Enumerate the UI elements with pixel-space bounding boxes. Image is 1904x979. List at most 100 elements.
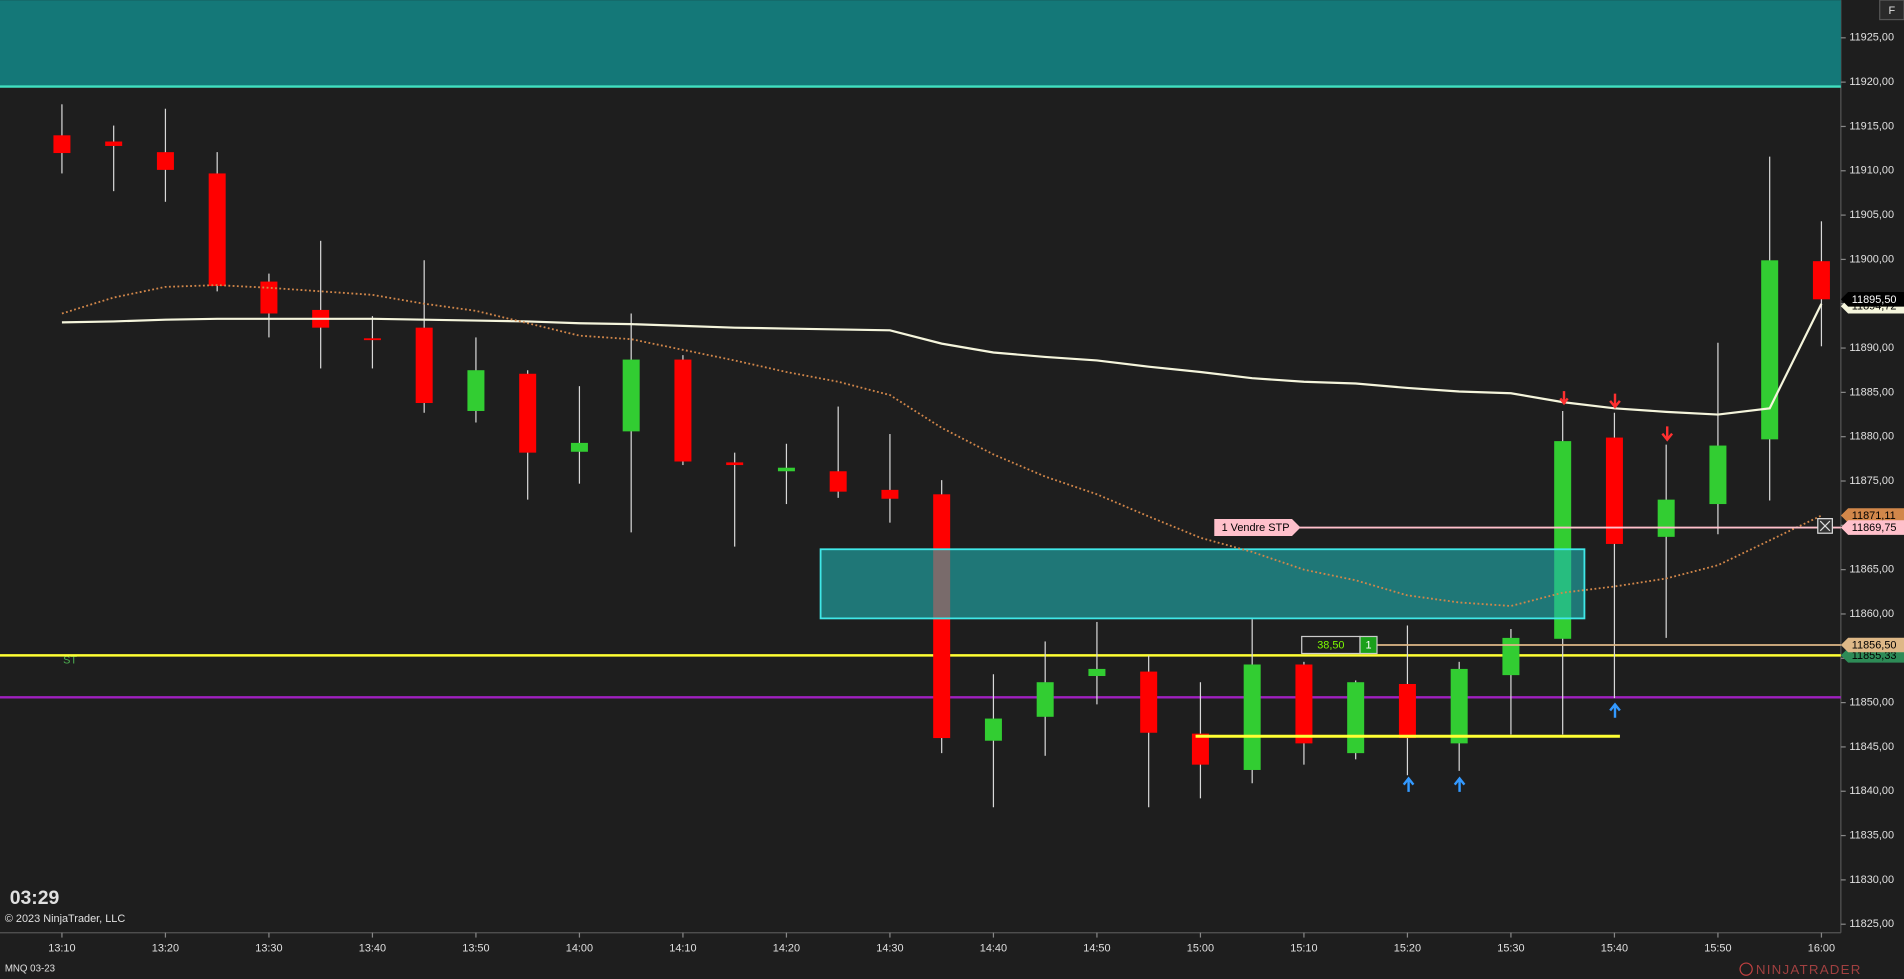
corner-button-label: F (1889, 5, 1896, 17)
price-marker (1840, 292, 1904, 307)
y-tick-label: 11875,00 (1849, 475, 1894, 487)
sell-arrow (1661, 426, 1674, 442)
price-marker (1840, 508, 1904, 523)
instrument: MNQ 03-23 (5, 964, 55, 975)
y-tick-label: 11850,00 (1849, 696, 1894, 708)
x-tick-label: 13:10 (48, 942, 75, 954)
candle-body (881, 489, 899, 499)
price-marker-label: 11856,50 (1852, 639, 1897, 651)
buy-arrow (1609, 702, 1621, 718)
y-tick-label: 11840,00 (1849, 785, 1894, 797)
signal-arrows (1402, 391, 1674, 792)
candle-body (1243, 664, 1261, 770)
candle-body (984, 718, 1002, 741)
candle-body (1709, 445, 1727, 505)
indicator-line (61, 303, 1823, 416)
pnl-label: 38,50 (1317, 639, 1344, 651)
candle-body (674, 359, 692, 462)
candle-body (156, 152, 174, 170)
candle-body (829, 471, 847, 492)
x-tick-label: 13:40 (359, 942, 386, 954)
y-tick-label: 11845,00 (1849, 741, 1894, 753)
close-order-x (1819, 520, 1831, 532)
y-tick-label: 11865,00 (1849, 564, 1894, 576)
level-fill (0, 0, 1841, 87)
candle-body (467, 370, 485, 411)
candle-body (260, 281, 278, 314)
candle-body (570, 442, 588, 452)
y-tick-label: 11860,00 (1849, 608, 1894, 620)
price-marker (1840, 520, 1904, 535)
price-marker (1840, 637, 1904, 653)
candle-body (1502, 637, 1520, 676)
price-marker-label: 11869,75 (1852, 522, 1897, 534)
candle-body (519, 373, 537, 453)
x-tick-label: 13:30 (255, 942, 282, 954)
candle-body (1605, 437, 1623, 544)
x-tick-label: 15:50 (1704, 942, 1731, 954)
y-tick-label: 11925,00 (1849, 32, 1894, 44)
copyright: © 2023 NinjaTrader, LLC (5, 913, 126, 925)
x-tick-label: 15:30 (1497, 942, 1524, 954)
indicator-line (61, 284, 1822, 607)
candle-body (1812, 261, 1830, 300)
zone (819, 548, 1586, 620)
x-tick-label: 13:20 (152, 942, 179, 954)
candle-body (363, 338, 381, 341)
candle-body (415, 327, 433, 404)
brand: NINJATRADER (1756, 962, 1862, 977)
order-label: 1 Vendre STP (1222, 522, 1290, 534)
x-tick-label: 14:30 (876, 942, 903, 954)
y-tick-label: 11835,00 (1849, 829, 1894, 841)
candle-body (726, 462, 744, 466)
x-tick-label: 13:50 (462, 942, 489, 954)
x-tick-label: 14:10 (669, 942, 696, 954)
x-tick-label: 15:20 (1394, 942, 1421, 954)
candle-body (1036, 682, 1054, 717)
x-tick-label: 14:20 (773, 942, 800, 954)
candle-body (105, 141, 123, 146)
price-marker-label: 11895,50 (1852, 294, 1897, 306)
price-marker-label: 11871,11 (1852, 510, 1896, 522)
candle-body (53, 135, 71, 154)
x-tick-label: 15:10 (1290, 942, 1317, 954)
y-tick-label: 11920,00 (1849, 76, 1894, 88)
x-tick-label: 14:00 (566, 942, 593, 954)
y-tick-label: 11915,00 (1849, 120, 1894, 132)
candle-body (208, 173, 226, 287)
y-tick-label: 11830,00 (1849, 874, 1894, 886)
x-tick-label: 16:00 (1808, 942, 1835, 954)
close-order-button[interactable] (1817, 518, 1833, 534)
y-tick-label: 11825,00 (1849, 918, 1894, 930)
quantity-label: 1 (1365, 639, 1371, 651)
y-tick-label: 11890,00 (1849, 342, 1894, 354)
price-marker-label: 11855,33 (1852, 650, 1897, 662)
x-tick-label: 14:50 (1083, 942, 1110, 954)
line-tag: ST (63, 655, 77, 667)
candle-body (1761, 260, 1779, 440)
candle-body (1140, 671, 1158, 733)
quantity-box (1359, 635, 1378, 655)
y-tick-label: 11900,00 (1849, 253, 1894, 265)
x-tick-label: 15:00 (1187, 942, 1214, 954)
candle-body (777, 467, 795, 472)
candle-body (1295, 664, 1313, 744)
candle-body (1657, 499, 1675, 537)
candle-body (1191, 733, 1209, 765)
sell-arrow (1559, 391, 1569, 406)
plot-layer: 1 Vendre STP 38,50 1 (0, 0, 1841, 808)
x-tick-label: 14:40 (980, 942, 1007, 954)
buy-arrow (1453, 776, 1466, 792)
x-tick-label: 15:40 (1601, 942, 1628, 954)
buy-arrow (1402, 776, 1415, 792)
candle-body (1450, 668, 1468, 744)
y-tick-label: 11905,00 (1849, 209, 1894, 221)
y-tick-label: 11885,00 (1849, 386, 1894, 398)
sell-arrow (1609, 393, 1621, 409)
candle-body (1398, 683, 1416, 739)
candle-body (1347, 682, 1365, 754)
y-tick-label: 11910,00 (1849, 165, 1894, 177)
